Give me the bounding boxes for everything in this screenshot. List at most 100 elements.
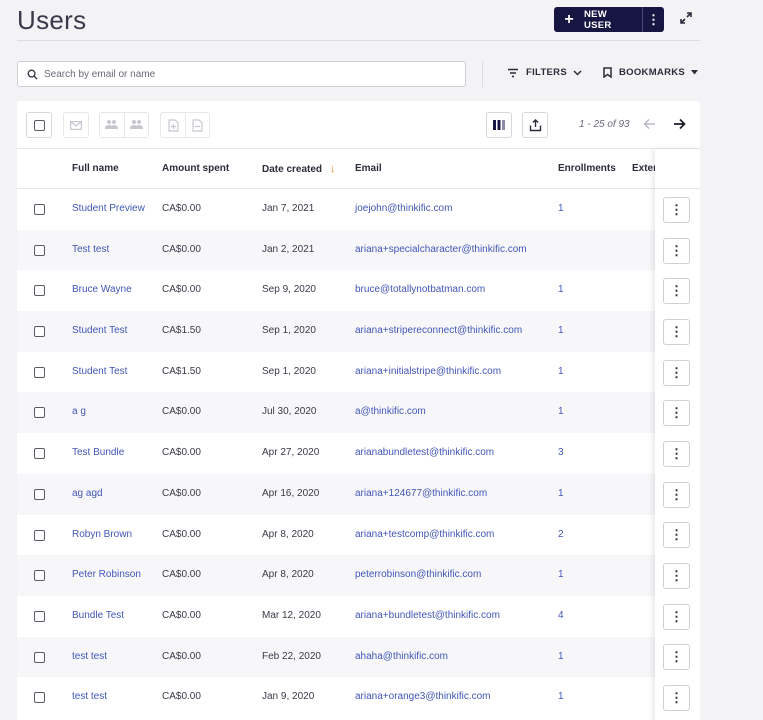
email-link[interactable]: ariana+initialstripe@thinkific.com bbox=[355, 365, 502, 377]
col-date-created[interactable]: Date created ↓ bbox=[262, 163, 335, 175]
row-checkbox[interactable] bbox=[34, 448, 45, 460]
table-row[interactable]: Bundle Test CA$0.00 Mar 12, 2020 ariana+… bbox=[17, 596, 700, 637]
enrollments-link[interactable]: 1 bbox=[558, 365, 564, 377]
row-checkbox[interactable] bbox=[34, 366, 45, 378]
select-all-checkbox[interactable] bbox=[33, 119, 45, 131]
col-amount-spent[interactable]: Amount spent bbox=[162, 163, 230, 174]
user-name-link[interactable]: Student Preview bbox=[72, 203, 145, 214]
user-name-link[interactable]: ag agd bbox=[72, 487, 103, 499]
col-full-name[interactable]: Full name bbox=[72, 163, 119, 174]
user-name-link[interactable]: Bruce Wayne bbox=[72, 284, 132, 296]
table-row[interactable]: Student Test CA$1.50 Sep 1, 2020 ariana+… bbox=[17, 352, 700, 393]
add-to-group-button[interactable] bbox=[100, 113, 124, 137]
row-checkbox[interactable] bbox=[34, 326, 45, 338]
unenroll-button[interactable] bbox=[185, 113, 209, 137]
row-checkbox[interactable] bbox=[34, 692, 45, 704]
row-checkbox[interactable] bbox=[34, 285, 45, 297]
row-actions-button[interactable]: ⋮ bbox=[663, 441, 690, 467]
row-actions-button[interactable]: ⋮ bbox=[663, 197, 690, 223]
user-name-link[interactable]: test test bbox=[72, 650, 108, 662]
email-link[interactable]: ariana+testcomp@thinkific.com bbox=[355, 528, 495, 540]
expand-icon[interactable] bbox=[679, 11, 693, 25]
table-row[interactable]: Test Bundle CA$0.00 Apr 27, 2020 arianab… bbox=[17, 433, 700, 474]
table-row[interactable]: Robyn Brown CA$0.00 Apr 8, 2020 ariana+t… bbox=[17, 515, 700, 556]
email-link[interactable]: ariana+orange3@thinkific.com bbox=[355, 691, 491, 703]
email-link[interactable]: bruce@totallynotbatman.com bbox=[355, 284, 486, 296]
row-actions-button[interactable]: ⋮ bbox=[663, 278, 690, 304]
email-link[interactable]: ahaha@thinkific.com bbox=[355, 650, 448, 662]
enrollments-link[interactable]: 1 bbox=[558, 487, 564, 499]
email-link[interactable]: ariana+124677@thinkific.com bbox=[355, 487, 488, 499]
user-name-link[interactable]: test test bbox=[72, 691, 108, 703]
row-actions-button[interactable]: ⋮ bbox=[663, 644, 690, 670]
email-link[interactable]: arianabundletest@thinkific.com bbox=[355, 447, 495, 459]
enroll-button[interactable] bbox=[161, 113, 185, 137]
table-row[interactable]: Test test CA$0.00 Jan 2, 2021 ariana+spe… bbox=[17, 229, 700, 271]
new-user-button[interactable]: + NEW USER ⋮ bbox=[554, 7, 664, 32]
enrollments-link[interactable]: 2 bbox=[558, 528, 564, 540]
row-actions-button[interactable]: ⋮ bbox=[663, 604, 690, 630]
table-row[interactable]: test test CA$0.00 Jan 9, 2020 ariana+ora… bbox=[17, 677, 700, 718]
row-checkbox[interactable] bbox=[34, 204, 45, 215]
row-actions-button[interactable]: ⋮ bbox=[663, 400, 690, 426]
email-link[interactable]: ariana+bundletest@thinkific.com bbox=[355, 609, 500, 621]
enrollments-link[interactable]: 3 bbox=[558, 447, 564, 459]
row-checkbox[interactable] bbox=[34, 570, 45, 582]
user-name-link[interactable]: Student Test bbox=[72, 365, 128, 377]
enrollments-link[interactable]: 1 bbox=[558, 325, 564, 337]
col-enrollments[interactable]: Enrollments bbox=[558, 163, 616, 174]
enrollments-link[interactable]: 1 bbox=[558, 284, 564, 296]
arrow-right-icon[interactable] bbox=[673, 118, 686, 130]
email-link[interactable]: ariana+stripereconnect@thinkific.com bbox=[355, 325, 523, 337]
email-link[interactable]: joejohn@thinkific.com bbox=[355, 203, 453, 214]
row-actions-button[interactable]: ⋮ bbox=[663, 238, 690, 264]
row-actions-button[interactable]: ⋮ bbox=[663, 360, 690, 386]
user-name-link[interactable]: Peter Robinson bbox=[72, 569, 141, 581]
search-box[interactable] bbox=[17, 61, 466, 87]
row-actions-button[interactable]: ⋮ bbox=[663, 563, 690, 589]
row-actions-button[interactable]: ⋮ bbox=[663, 319, 690, 345]
user-name-link[interactable]: Robyn Brown bbox=[72, 528, 133, 540]
export-button[interactable] bbox=[522, 112, 548, 138]
table-row[interactable]: a g CA$0.00 Jul 30, 2020 a@thinkific.com… bbox=[17, 392, 700, 434]
user-name-link[interactable]: Test Bundle bbox=[72, 447, 125, 459]
col-external[interactable]: Exter bbox=[632, 163, 658, 174]
table-row[interactable]: Student Preview CA$0.00 Jan 7, 2021 joej… bbox=[17, 189, 700, 230]
email-users-button[interactable] bbox=[63, 112, 89, 138]
filters-button[interactable]: FILTERS bbox=[507, 67, 582, 78]
enrollments-link[interactable]: 4 bbox=[558, 609, 564, 621]
table-row[interactable]: Bruce Wayne CA$0.00 Sep 9, 2020 bruce@to… bbox=[17, 270, 700, 311]
search-input[interactable] bbox=[44, 68, 444, 80]
row-actions-button[interactable]: ⋮ bbox=[663, 685, 690, 711]
row-checkbox[interactable] bbox=[34, 651, 45, 663]
enrollments-link[interactable]: 1 bbox=[558, 650, 564, 662]
bookmarks-button[interactable]: BOOKMARKS bbox=[603, 67, 699, 78]
enrollments-link[interactable]: 1 bbox=[558, 203, 564, 214]
user-name-link[interactable]: Test test bbox=[72, 243, 110, 255]
email-link[interactable]: ariana+specialcharacter@thinkific.com bbox=[355, 243, 527, 255]
row-checkbox[interactable] bbox=[34, 244, 45, 256]
user-name-link[interactable]: Student Test bbox=[72, 325, 128, 337]
email-link[interactable]: a@thinkific.com bbox=[355, 406, 426, 418]
row-checkbox[interactable] bbox=[34, 488, 45, 500]
arrow-left-icon[interactable] bbox=[643, 118, 656, 130]
user-name-link[interactable]: Bundle Test bbox=[72, 609, 125, 621]
columns-button[interactable] bbox=[486, 112, 512, 138]
table-row[interactable]: ag agd CA$0.00 Apr 16, 2020 ariana+12467… bbox=[17, 473, 700, 515]
enrollments-link[interactable]: 1 bbox=[558, 691, 564, 703]
select-all-button[interactable] bbox=[26, 112, 52, 138]
table-row[interactable]: Student Test CA$1.50 Sep 1, 2020 ariana+… bbox=[17, 311, 700, 352]
col-email[interactable]: Email bbox=[355, 163, 382, 174]
row-checkbox[interactable] bbox=[34, 407, 45, 419]
email-link[interactable]: peterrobinson@thinkific.com bbox=[355, 569, 482, 581]
remove-from-group-button[interactable] bbox=[124, 113, 148, 137]
user-name-link[interactable]: a g bbox=[72, 406, 86, 418]
new-user-more-button[interactable]: ⋮ bbox=[647, 12, 660, 27]
row-actions-button[interactable]: ⋮ bbox=[663, 522, 690, 548]
row-checkbox[interactable] bbox=[34, 610, 45, 622]
row-checkbox[interactable] bbox=[34, 529, 45, 541]
table-row[interactable]: test test CA$0.00 Feb 22, 2020 ahaha@thi… bbox=[17, 636, 700, 678]
row-actions-button[interactable]: ⋮ bbox=[663, 482, 690, 508]
table-row[interactable]: Peter Robinson CA$0.00 Apr 8, 2020 peter… bbox=[17, 555, 700, 596]
enrollments-link[interactable]: 1 bbox=[558, 406, 564, 418]
